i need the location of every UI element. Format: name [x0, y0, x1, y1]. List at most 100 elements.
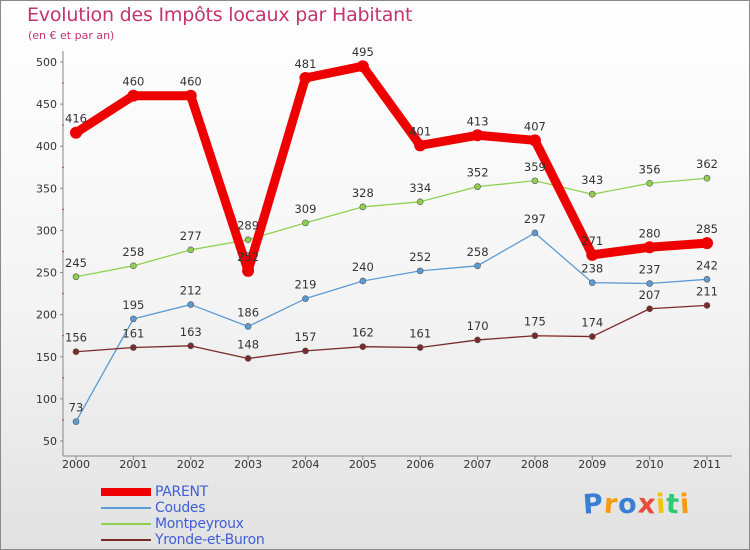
y-tick-label: 300	[36, 224, 57, 237]
chart-title: Evolution des Impôts locaux par Habitant	[27, 4, 413, 26]
data-label: 161	[122, 327, 144, 341]
data-point	[127, 89, 140, 102]
data-point	[187, 342, 195, 350]
series-line-parent	[71, 61, 712, 276]
legend-item: Coudes	[101, 500, 361, 516]
legend-swatch	[101, 539, 151, 541]
data-point	[130, 344, 137, 351]
x-tick-label: 2006	[406, 458, 434, 471]
data-label: 334	[409, 181, 431, 195]
data-point	[302, 219, 309, 227]
data-point	[471, 129, 484, 142]
data-label: 460	[122, 75, 144, 89]
data-label: 148	[237, 337, 259, 351]
data-label: 285	[696, 222, 718, 236]
data-label: 258	[122, 245, 144, 259]
legend-label: PARENT	[155, 484, 208, 500]
data-point	[531, 177, 539, 185]
data-point	[474, 262, 481, 270]
data-point	[244, 236, 252, 244]
legend-label: Montpeyroux	[155, 516, 244, 532]
data-point	[72, 418, 80, 425]
data-label: 401	[409, 124, 431, 138]
data-point	[72, 273, 80, 281]
logo-letter: o	[617, 488, 639, 521]
data-point	[703, 174, 711, 182]
y-tick-label: 250	[36, 267, 57, 280]
data-label: 271	[581, 234, 603, 248]
data-point	[356, 60, 369, 73]
data-label: 156	[65, 331, 87, 345]
data-label: 207	[639, 288, 661, 302]
data-label: 211	[696, 284, 718, 298]
data-label: 413	[467, 114, 489, 128]
x-tick-label: 2010	[636, 458, 664, 471]
legend-item: PARENT	[101, 484, 361, 500]
x-tick-label: 2003	[234, 458, 262, 471]
data-point	[588, 190, 596, 198]
data-label: 309	[294, 202, 316, 216]
data-point	[359, 203, 367, 211]
data-point	[130, 315, 137, 323]
data-point	[531, 229, 539, 237]
data-label: 252	[237, 250, 259, 264]
data-label: 237	[639, 263, 661, 277]
chart-legend: PARENT Coudes Montpeyroux Yronde-et-Buron	[101, 484, 361, 548]
data-point	[531, 332, 539, 340]
data-label: 258	[467, 245, 489, 259]
data-label: 252	[409, 250, 431, 264]
x-tick-label: 2005	[349, 458, 377, 471]
data-point	[72, 348, 80, 356]
data-label: 352	[467, 166, 489, 180]
chart-subtitle: (en € et par an)	[28, 29, 115, 42]
data-label: 170	[467, 319, 489, 333]
data-label: 163	[180, 325, 202, 339]
data-point	[586, 248, 599, 261]
data-label: 277	[180, 229, 202, 243]
data-point	[474, 183, 481, 190]
data-point	[244, 355, 252, 362]
data-point	[588, 333, 596, 340]
data-point	[302, 295, 309, 302]
data-point	[701, 237, 713, 250]
y-tick-label: 150	[36, 351, 57, 364]
data-label: 195	[122, 298, 144, 312]
data-label: 174	[581, 316, 603, 330]
data-label: 162	[352, 326, 374, 340]
data-label: 238	[581, 262, 603, 276]
data-point	[474, 336, 481, 344]
data-point	[244, 323, 252, 330]
y-tick-label: 100	[36, 393, 57, 406]
data-label: 416	[65, 112, 87, 126]
data-label: 175	[524, 315, 546, 329]
legend-swatch	[101, 523, 151, 525]
x-tick-label: 2007	[464, 458, 492, 471]
legend-item: Yronde-et-Buron	[101, 532, 361, 548]
x-tick-label: 2008	[521, 458, 549, 471]
data-label: 481	[294, 57, 316, 71]
data-label: 362	[696, 157, 718, 171]
data-point	[242, 264, 255, 277]
data-point	[359, 343, 367, 350]
x-tick-label: 2001	[119, 458, 147, 471]
y-tick-label: 450	[36, 98, 57, 111]
data-point	[646, 305, 653, 313]
data-label: 343	[581, 173, 603, 187]
data-point	[703, 275, 711, 283]
data-point	[643, 241, 656, 254]
logo-letter: i	[679, 488, 692, 521]
x-tick-label: 2009	[578, 458, 606, 471]
data-point	[416, 267, 424, 275]
data-point	[703, 302, 711, 309]
legend-swatch	[101, 507, 151, 509]
data-point	[528, 134, 541, 147]
data-label: 407	[524, 119, 546, 133]
y-tick-label: 50	[43, 435, 57, 448]
proxiti-logo: Proxiti	[582, 488, 692, 521]
data-point	[187, 246, 195, 254]
y-tick-label: 400	[36, 140, 57, 153]
data-label: 328	[352, 186, 374, 200]
data-label: 359	[524, 160, 546, 174]
data-label: 297	[524, 212, 546, 226]
